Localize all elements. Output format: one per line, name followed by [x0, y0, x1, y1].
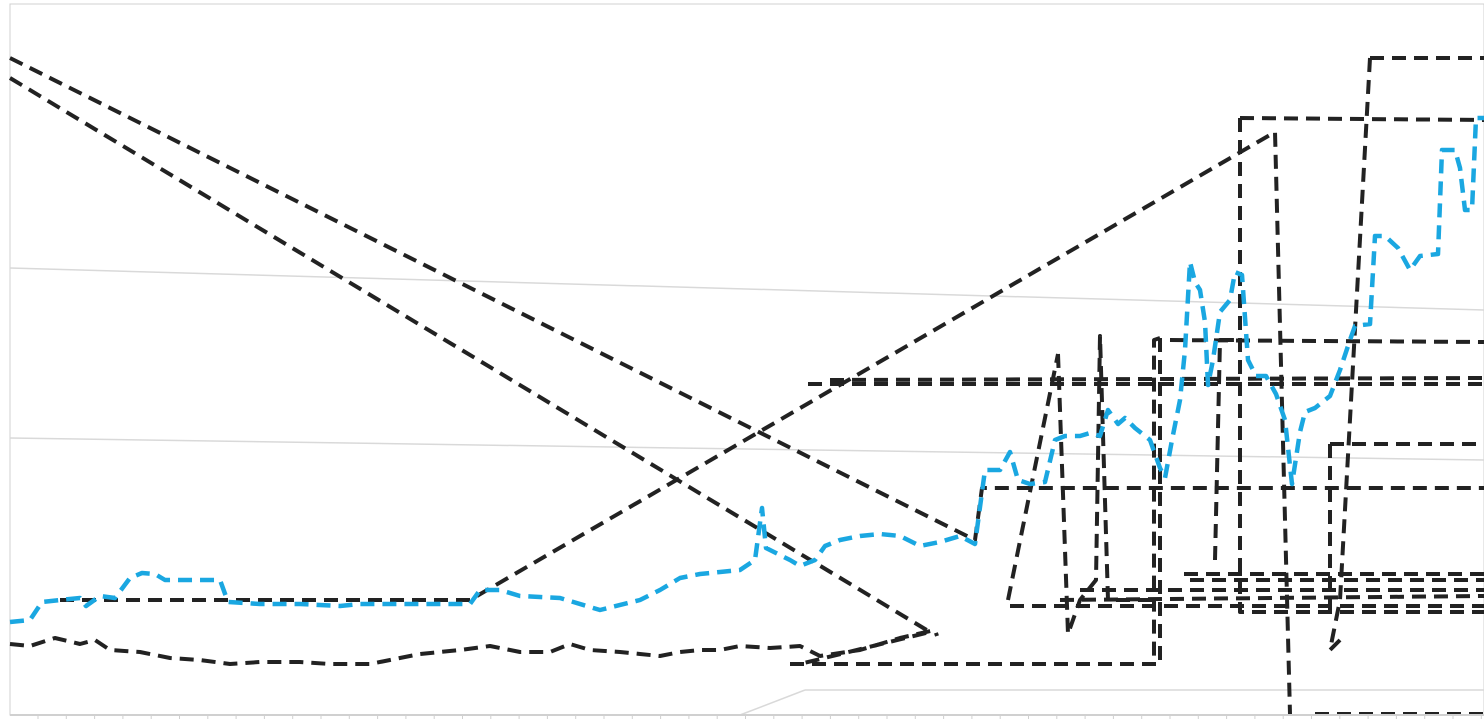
grid-line	[739, 689, 806, 716]
series-line-dark	[1152, 336, 1161, 660]
series-line-dark	[1056, 334, 1160, 636]
series-line-dark	[9, 628, 939, 666]
series-line-dark	[1213, 338, 1240, 561]
series-line-blue	[9, 115, 1484, 625]
series-line-dark	[1059, 594, 1484, 602]
grid-lines	[9, 3, 1484, 716]
series-line-dark	[1238, 118, 1484, 614]
series-line-dark	[9, 56, 1484, 542]
series-line-dark	[8, 76, 932, 666]
series-line-dark	[1006, 353, 1060, 601]
series-layer	[8, 56, 1484, 716]
grid-line	[9, 437, 1484, 461]
x-axis	[10, 714, 1484, 719]
series-line-dark	[60, 130, 1292, 715]
series-line-dark	[829, 376, 1484, 382]
series-line-dark	[790, 338, 1484, 666]
series-line-dark	[1328, 57, 1372, 652]
plot-frame	[9, 3, 1484, 716]
series-line-dark	[1239, 116, 1484, 122]
grid-line	[9, 267, 1484, 311]
